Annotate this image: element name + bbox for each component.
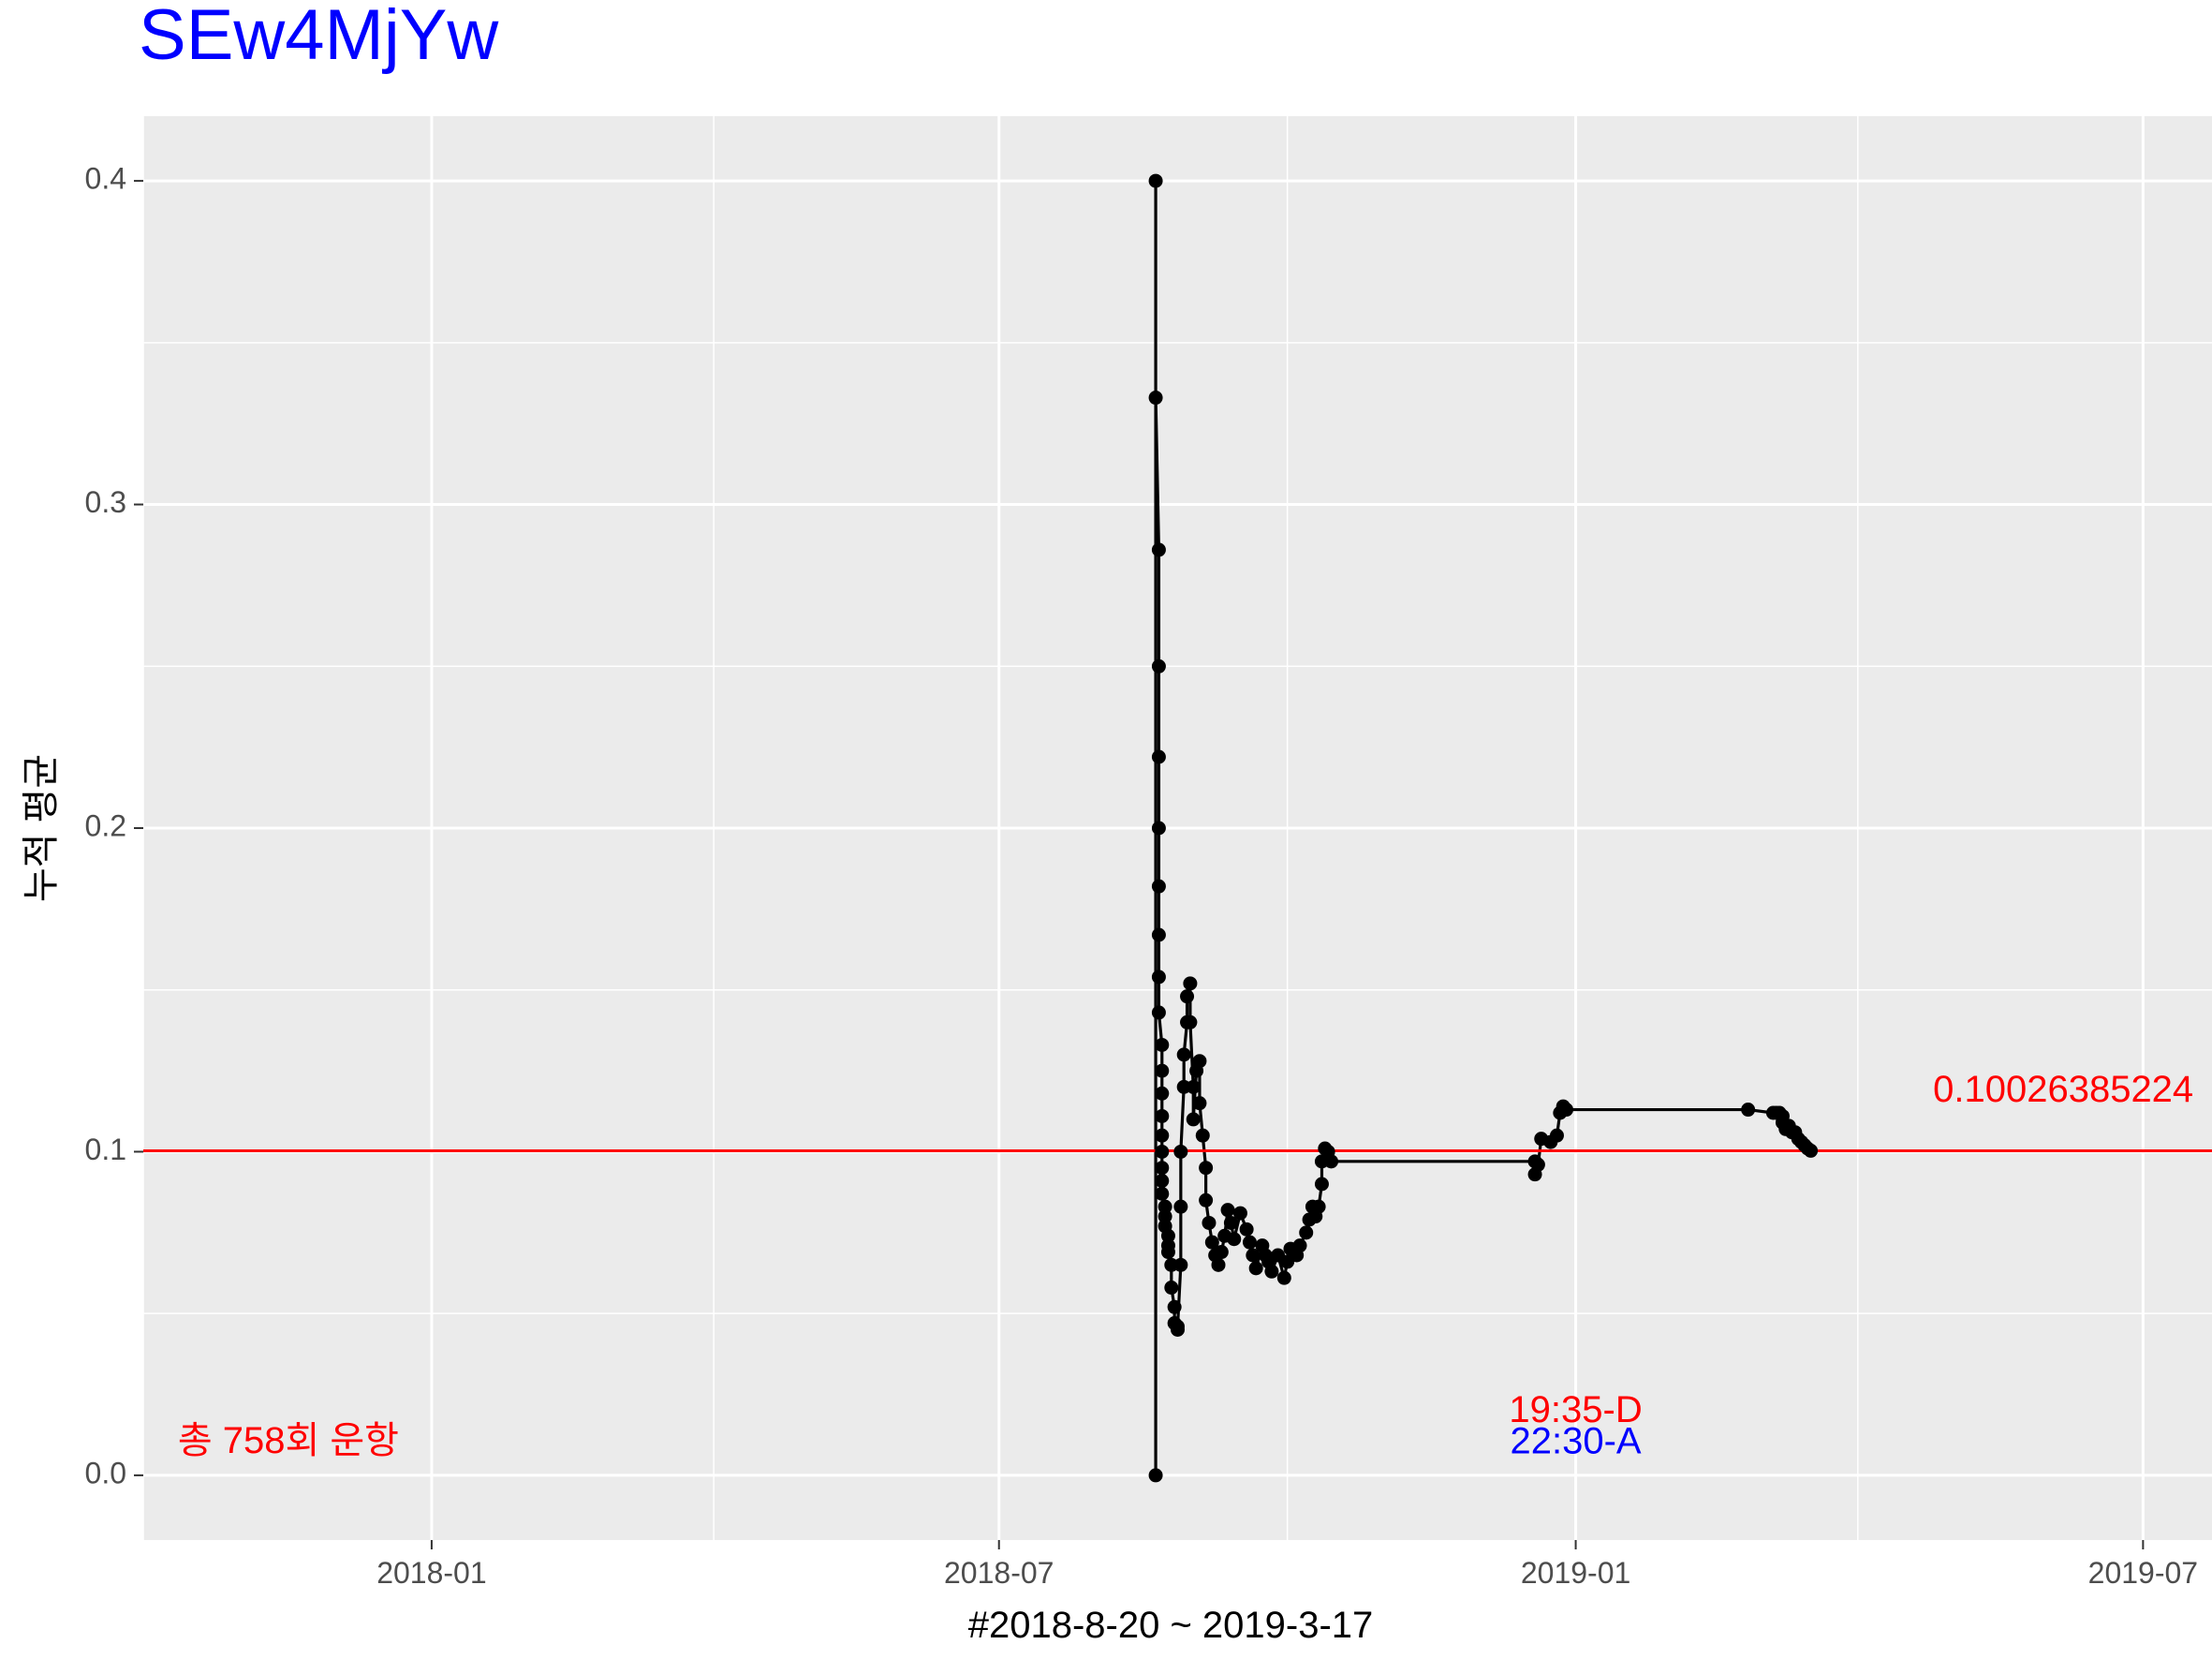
data-point <box>1204 1235 1219 1250</box>
x-axis: 2018-01 2018-07 2019-01 2019-07 <box>376 1540 2198 1590</box>
x-tick-label: 2018-07 <box>944 1556 1054 1590</box>
y-tick-label: 0.2 <box>85 808 126 842</box>
data-point <box>1199 1192 1214 1207</box>
data-point <box>1232 1206 1247 1221</box>
data-point <box>1155 1063 1170 1078</box>
y-tick-label: 0.3 <box>85 485 126 519</box>
data-point <box>1151 1005 1166 1020</box>
x-tick-label: 2019-01 <box>1521 1556 1630 1590</box>
chart-title: SEw4MjYw <box>139 0 499 75</box>
data-point <box>1299 1225 1314 1240</box>
data-point <box>1741 1103 1756 1118</box>
data-point <box>1155 1128 1170 1143</box>
data-point <box>1314 1177 1329 1192</box>
x-axis-title: #2018-8-20 ~ 2019-3-17 <box>968 1605 1374 1646</box>
data-point <box>1155 1174 1170 1189</box>
data-point <box>1248 1261 1263 1276</box>
data-point <box>1180 989 1195 1004</box>
data-point <box>1148 1468 1163 1483</box>
data-point <box>1151 659 1166 674</box>
data-point <box>1155 1161 1170 1176</box>
y-axis: 0.0 0.1 0.2 0.3 0.4 <box>85 162 143 1489</box>
data-point <box>1160 1228 1175 1243</box>
data-point <box>1276 1270 1291 1285</box>
y-tick-label: 0.4 <box>85 162 126 196</box>
x-tick-label: 2018-01 <box>376 1556 486 1590</box>
data-point <box>1176 1047 1191 1062</box>
data-point <box>1151 749 1166 764</box>
data-point <box>1264 1264 1279 1279</box>
data-point <box>1239 1222 1254 1237</box>
data-point <box>1183 976 1198 991</box>
y-axis-title: 누적 평균 <box>21 754 62 902</box>
data-point <box>1155 1108 1170 1123</box>
data-point <box>1227 1232 1242 1247</box>
data-point <box>1202 1215 1217 1230</box>
data-point <box>1151 879 1166 894</box>
data-point <box>1311 1199 1326 1214</box>
data-point <box>1292 1238 1307 1253</box>
data-point <box>1246 1248 1261 1263</box>
data-point <box>1158 1209 1172 1224</box>
data-point <box>1171 1319 1185 1334</box>
data-point <box>1242 1235 1257 1250</box>
data-point <box>1192 1096 1207 1111</box>
data-point <box>1186 1112 1201 1127</box>
data-point <box>1214 1245 1229 1260</box>
data-point <box>1173 1257 1188 1272</box>
data-point <box>1151 927 1166 942</box>
data-point <box>1559 1103 1574 1118</box>
data-point <box>1151 970 1166 985</box>
annotations-layer: 0.10026385224 총 758회 운항 19:35-D22:30-A <box>178 1069 2193 1462</box>
data-point <box>1167 1299 1182 1314</box>
annotation-label: 22:30-A <box>1511 1421 1642 1462</box>
data-point <box>1160 1245 1175 1260</box>
annotation-label: 총 758회 운항 <box>178 1420 399 1461</box>
data-point <box>1173 1199 1188 1214</box>
y-tick-label: 0.0 <box>85 1456 126 1489</box>
data-point <box>1211 1257 1226 1272</box>
points-layer <box>1148 173 1819 1483</box>
data-point <box>1155 1186 1170 1201</box>
data-point <box>1199 1161 1214 1176</box>
data-point <box>1324 1154 1338 1169</box>
x-tick-label: 2019-07 <box>2088 1556 2198 1590</box>
data-point <box>1155 1086 1170 1101</box>
annotation-label: 19:35-D <box>1509 1389 1642 1430</box>
data-point <box>1151 542 1166 557</box>
data-point <box>1173 1144 1188 1159</box>
data-point <box>1158 1199 1172 1214</box>
data-point <box>1530 1157 1545 1172</box>
data-point <box>1164 1281 1179 1296</box>
y-tick-label: 0.1 <box>85 1133 126 1166</box>
annotation-label: 0.10026385224 <box>1933 1069 2193 1110</box>
data-point <box>1192 1054 1207 1069</box>
data-point <box>1183 1015 1198 1029</box>
data-point <box>1549 1128 1564 1143</box>
data-point <box>1155 1037 1170 1052</box>
data-point <box>1220 1203 1235 1218</box>
data-point <box>1148 173 1163 188</box>
data-point <box>1148 391 1163 406</box>
data-point <box>1155 1144 1170 1159</box>
data-point <box>1186 1079 1201 1094</box>
data-point <box>1804 1143 1819 1158</box>
data-point <box>1223 1215 1238 1230</box>
data-point <box>1195 1128 1210 1143</box>
data-point <box>1151 821 1166 836</box>
